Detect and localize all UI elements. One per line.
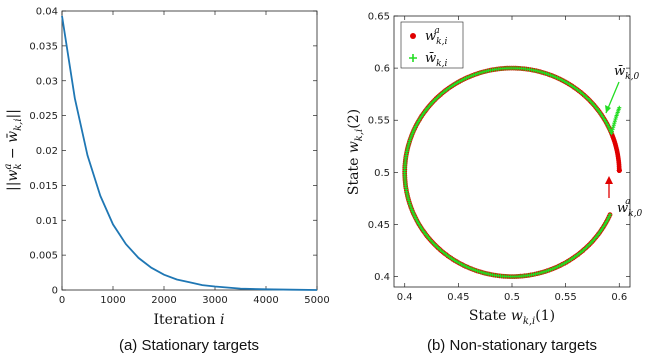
point-wbar bbox=[477, 71, 482, 76]
point-wbar bbox=[613, 117, 618, 122]
svg-text:||wka − w̄k,i||: ||wka − w̄k,i|| bbox=[3, 109, 24, 191]
chart-b-ticks: 0.4 0.45 0.5 0.55 0.6 0.4 0.45 0.5 0.55 0.6 0.65 bbox=[368, 12, 630, 303]
point-wbar bbox=[608, 212, 612, 217]
chart-a-ytick-label: 0.005 bbox=[29, 251, 58, 262]
chart-b-xlabel: State wk,i(1) bbox=[469, 308, 555, 327]
point-wbar bbox=[477, 269, 482, 274]
chart-a-xtick-label: 1000 bbox=[100, 295, 125, 306]
point-wbar bbox=[480, 70, 485, 74]
chart-b-ytick-label: 0.6 bbox=[374, 64, 390, 75]
chart-b: 0.4 0.45 0.5 0.55 0.6 0.4 0.45 0.5 0.55 0.6 0.65 w… bbox=[346, 12, 642, 355]
point-wbar bbox=[473, 268, 478, 273]
point-wbar bbox=[473, 72, 478, 77]
point-wbar bbox=[468, 266, 473, 271]
chart-a-ytick-label: 0.01 bbox=[36, 216, 58, 227]
chart-b-xtick-label: 0.4 bbox=[397, 292, 413, 303]
legend-marker-wbar bbox=[409, 54, 417, 62]
point-wbar bbox=[611, 123, 616, 128]
legend-box bbox=[400, 21, 464, 69]
chart-b-ytick-label: 0.5 bbox=[374, 168, 390, 179]
chart-b-xtick-label: 0.6 bbox=[611, 292, 627, 303]
point-wbar bbox=[614, 115, 619, 120]
annotation-wbar0-arrowhead bbox=[605, 105, 611, 113]
chart-a-ylabel: ||wka − w̄k,i|| bbox=[3, 109, 24, 191]
chart-b-ytick-label: 0.55 bbox=[368, 116, 390, 127]
chart-a-ytick-label: 0.03 bbox=[36, 76, 58, 87]
chart-a-ytick-label: 0.035 bbox=[29, 41, 58, 52]
chart-a-ticks: 0 1000 2000 3000 4000 5000 0 0.005 0.01 0.015 0.02… bbox=[29, 7, 329, 307]
annotation-wa0-arrowhead bbox=[605, 176, 613, 184]
chart-a-series bbox=[61, 15, 318, 291]
point-wbar bbox=[548, 73, 553, 77]
chart-a-xtick-label: 0 bbox=[59, 295, 65, 306]
chart-b-caption: (b) Non-stationary targets bbox=[427, 337, 597, 354]
chart-a-ytick-label: 0 bbox=[52, 286, 58, 297]
chart-b-ytick-label: 0.45 bbox=[368, 220, 390, 231]
chart-b-xtick-label: 0.45 bbox=[447, 292, 469, 303]
chart-a-xtick-label: 4000 bbox=[253, 295, 278, 306]
chart-b-ytick-label: 0.65 bbox=[368, 12, 390, 23]
chart-a-xtick-label: 3000 bbox=[202, 295, 227, 306]
point-wbar bbox=[612, 119, 617, 124]
chart-a-ytick-label: 0.04 bbox=[36, 7, 58, 18]
point-wbar bbox=[544, 71, 549, 76]
chart-b-ytick-label: 0.4 bbox=[374, 272, 390, 283]
point-wbar bbox=[542, 71, 547, 76]
point-wbar bbox=[539, 270, 544, 275]
chart-a-series-line bbox=[61, 15, 318, 291]
chart-b-xtick-label: 0.5 bbox=[504, 292, 520, 303]
chart-b-legend: wk,ia w̄k,i bbox=[400, 21, 464, 69]
chart-a-frame bbox=[61, 10, 318, 291]
chart-a-caption: (a) Stationary targets bbox=[119, 337, 259, 354]
chart-b-ylabel: State wk,i(2) bbox=[346, 109, 365, 195]
chart-a-ytick-label: 0.015 bbox=[29, 181, 58, 192]
chart-b-xtick-label: 0.55 bbox=[555, 292, 577, 303]
point-wbar bbox=[548, 267, 553, 272]
chart-a: 0 1000 2000 3000 4000 5000 0 0.005 0.01 0.015 0.02… bbox=[3, 7, 330, 355]
chart-a-ytick-label: 0.02 bbox=[36, 146, 58, 157]
chart-a-ytick-label: 0.025 bbox=[29, 111, 58, 122]
legend-marker-wa bbox=[410, 33, 416, 39]
point-wbar bbox=[544, 269, 549, 273]
point-wbar bbox=[611, 125, 616, 130]
chart-a-xtick-label: 5000 bbox=[304, 295, 329, 306]
chart-a-xtick-label: 2000 bbox=[151, 295, 176, 306]
svg-text:State wk,i(2): State wk,i(2) bbox=[346, 109, 365, 195]
chart-b-series bbox=[402, 65, 622, 279]
chart-a-xlabel: Iteration i bbox=[154, 312, 225, 328]
series-wbar-points bbox=[402, 66, 622, 279]
